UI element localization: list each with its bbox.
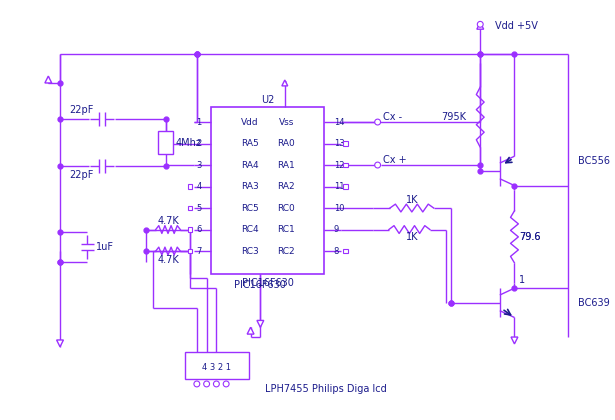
Text: RC4: RC4	[241, 225, 258, 234]
Circle shape	[194, 381, 200, 387]
Polygon shape	[247, 327, 254, 334]
Bar	[185, 352, 248, 379]
Text: PIC16F630: PIC16F630	[234, 280, 287, 290]
Text: LPH7455 Philips Diga lcd: LPH7455 Philips Diga lcd	[265, 384, 387, 394]
Text: 7: 7	[196, 247, 202, 255]
Text: U2: U2	[261, 94, 274, 105]
Text: Cx +: Cx +	[384, 155, 407, 165]
Bar	[188, 184, 192, 189]
Text: 9: 9	[334, 225, 339, 234]
Text: BC639: BC639	[578, 298, 609, 308]
Text: RC3: RC3	[241, 247, 258, 255]
Text: k: k	[283, 81, 287, 85]
Bar	[212, 108, 324, 273]
Circle shape	[375, 119, 381, 125]
Text: 3: 3	[196, 160, 202, 170]
Text: Cx -: Cx -	[384, 112, 403, 122]
Text: 14: 14	[334, 118, 344, 126]
Bar	[158, 131, 173, 154]
Bar	[188, 206, 192, 210]
Circle shape	[375, 162, 381, 168]
Bar	[188, 227, 192, 232]
Text: RA5: RA5	[241, 139, 258, 148]
Text: 4.7K: 4.7K	[157, 216, 179, 226]
Text: 1: 1	[196, 118, 202, 126]
Text: 6: 6	[196, 225, 202, 234]
Text: 8: 8	[334, 247, 339, 255]
Text: 11: 11	[334, 182, 344, 191]
Bar	[188, 249, 192, 254]
Text: Vdd: Vdd	[241, 118, 258, 126]
Bar	[343, 141, 348, 146]
Text: 4: 4	[196, 182, 202, 191]
Text: RC5: RC5	[241, 204, 258, 213]
Polygon shape	[45, 76, 52, 83]
Text: RA2: RA2	[277, 182, 295, 191]
Text: 10: 10	[334, 204, 344, 213]
Text: Vdd +5V: Vdd +5V	[495, 21, 538, 31]
Polygon shape	[257, 320, 264, 327]
Text: Vss: Vss	[279, 118, 295, 126]
Polygon shape	[477, 22, 483, 29]
Circle shape	[213, 381, 220, 387]
Text: 79.6: 79.6	[519, 232, 541, 242]
Text: RA3: RA3	[241, 182, 258, 191]
Text: 1K: 1K	[405, 195, 418, 205]
Text: 4.7K: 4.7K	[157, 255, 179, 265]
Text: 22pF: 22pF	[69, 105, 93, 116]
Text: 1uF: 1uF	[96, 242, 114, 252]
Text: k: k	[58, 340, 62, 345]
Text: RC0: RC0	[277, 204, 295, 213]
Text: 12: 12	[334, 160, 344, 170]
Bar	[343, 184, 348, 189]
Text: 13: 13	[334, 139, 344, 148]
Text: RA0: RA0	[277, 139, 295, 148]
Text: RA4: RA4	[241, 160, 258, 170]
Text: PIC16F630: PIC16F630	[242, 278, 293, 288]
Text: k: k	[47, 78, 50, 83]
Text: 1K: 1K	[405, 232, 418, 242]
Circle shape	[477, 21, 483, 27]
Text: k: k	[249, 329, 252, 334]
Text: RC1: RC1	[277, 225, 295, 234]
Text: RC2: RC2	[277, 247, 295, 255]
Text: 795K: 795K	[441, 112, 466, 122]
Text: RA1: RA1	[277, 160, 295, 170]
Text: 79.6: 79.6	[519, 232, 541, 242]
Text: k: k	[283, 81, 287, 87]
Text: 5: 5	[196, 204, 202, 213]
Text: k: k	[259, 320, 262, 326]
Polygon shape	[57, 340, 63, 347]
Text: k: k	[513, 337, 516, 342]
Circle shape	[204, 381, 210, 387]
Text: k: k	[478, 24, 482, 29]
Polygon shape	[282, 80, 288, 86]
Text: BC556: BC556	[578, 156, 610, 166]
Bar	[343, 249, 348, 254]
Bar	[343, 163, 348, 168]
Polygon shape	[511, 337, 518, 344]
Text: 4Mhz: 4Mhz	[175, 138, 201, 147]
Text: 22pF: 22pF	[69, 170, 93, 180]
Text: 2: 2	[196, 139, 202, 148]
Text: 4 3 2 1: 4 3 2 1	[202, 363, 231, 372]
Text: 1: 1	[519, 276, 525, 285]
Circle shape	[223, 381, 229, 387]
